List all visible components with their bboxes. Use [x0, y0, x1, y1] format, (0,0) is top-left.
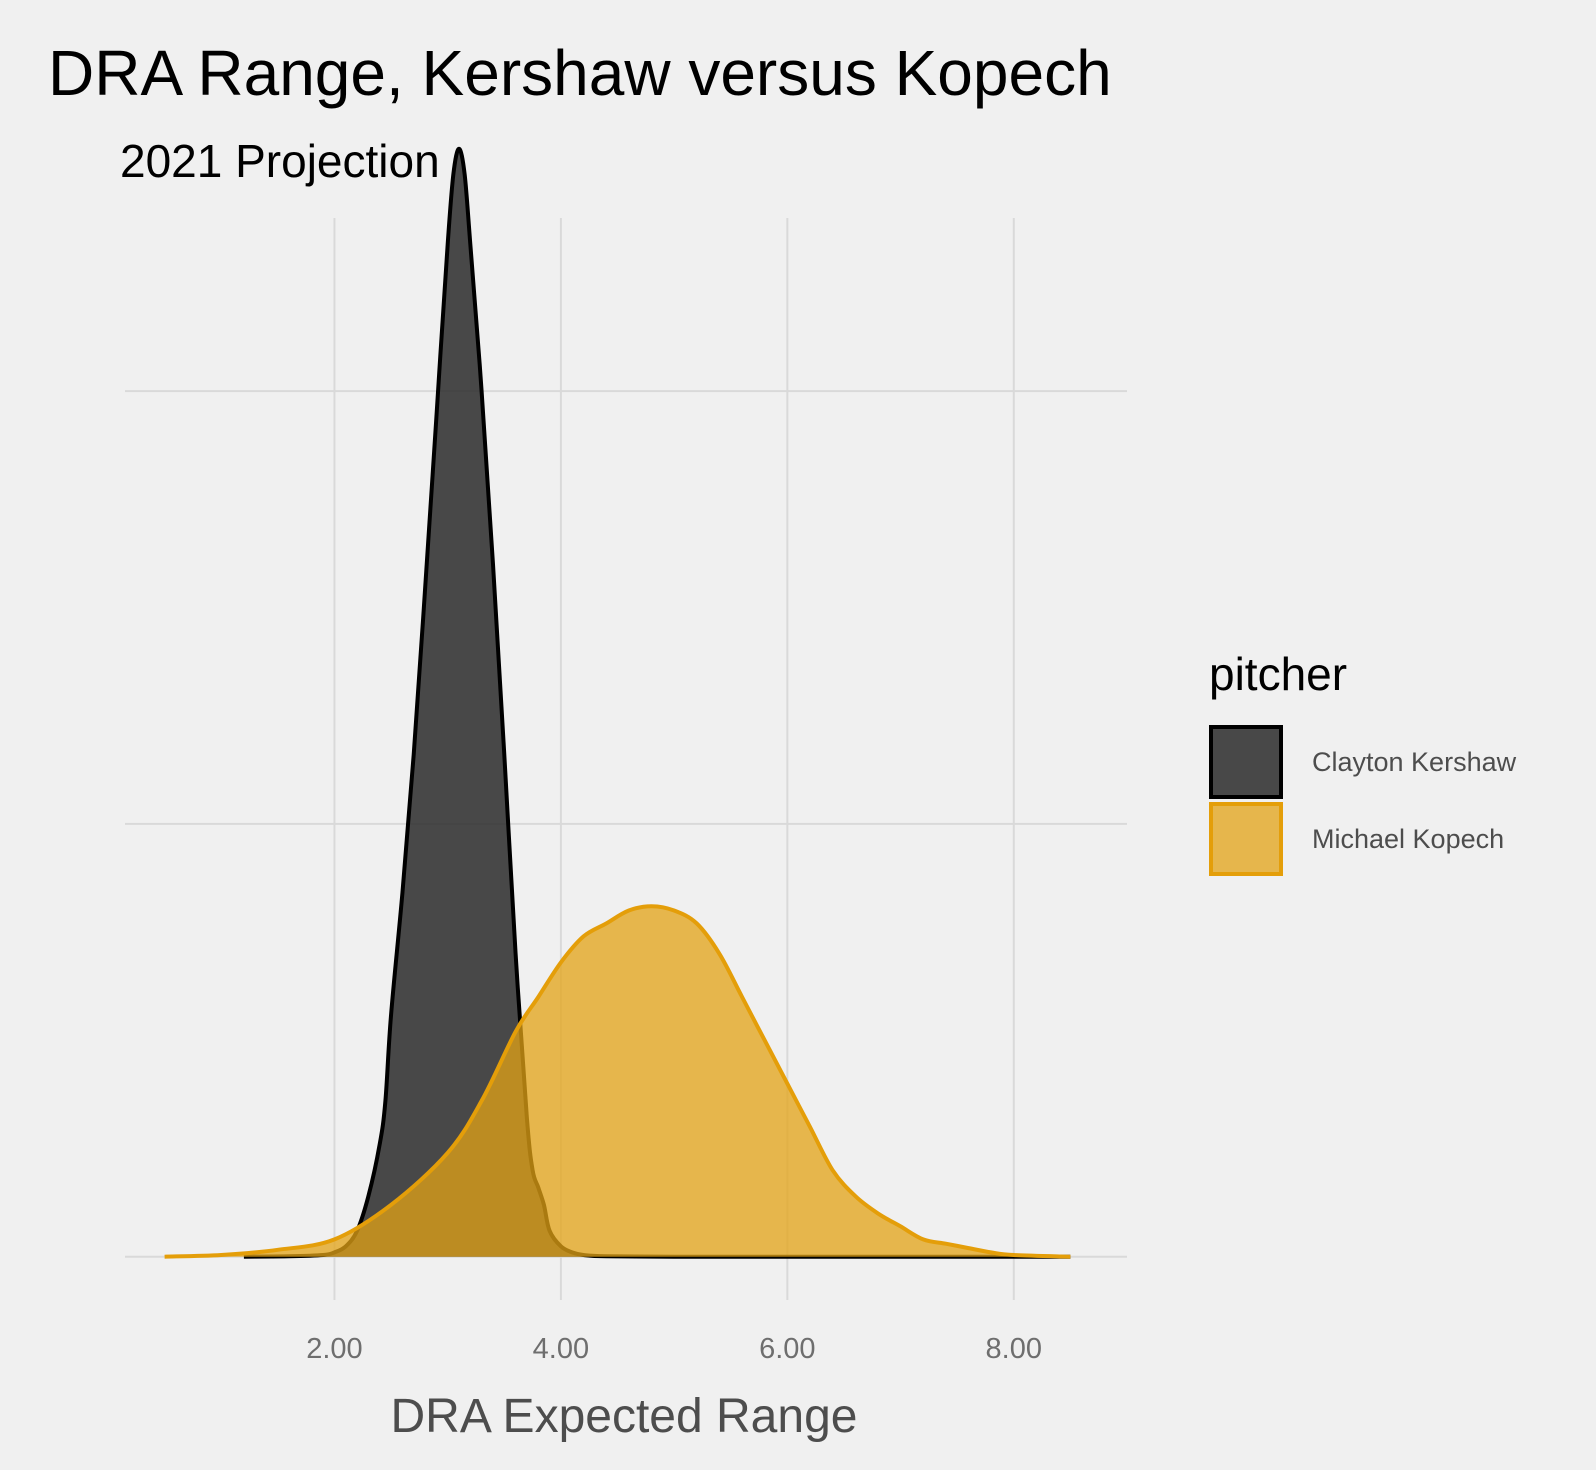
- legend-title: pitcher: [1209, 648, 1347, 700]
- density-series: [164, 146, 1071, 1259]
- x-axis-title: DRA Expected Range: [391, 1390, 858, 1443]
- legend-items: Clayton Kershaw Michael Kopech: [1209, 725, 1517, 876]
- chart-title: DRA Range, Kershaw versus Kopech: [48, 37, 1112, 109]
- x-tick-label: 8.00: [986, 1333, 1042, 1365]
- density-area-michael-kopech: [164, 906, 1071, 1257]
- plot-panel: [125, 146, 1127, 1300]
- x-tick-label: 2.00: [306, 1333, 362, 1365]
- legend-label-1: Michael Kopech: [1312, 824, 1504, 854]
- x-axis-tick-labels: 2.00 4.00 6.00 8.00: [306, 1333, 1042, 1365]
- legend-label-0: Clayton Kershaw: [1312, 747, 1517, 777]
- x-tick-label: 4.00: [533, 1333, 589, 1365]
- legend-swatch-0: [1209, 725, 1283, 799]
- legend-swatch-1: [1209, 802, 1283, 876]
- legend: pitcher Clayton Kershaw Michael Kopech: [1209, 648, 1517, 876]
- x-tick-label: 6.00: [759, 1333, 815, 1365]
- density-area-clayton-kershaw: [243, 148, 1071, 1257]
- chart-subtitle: 2021 Projection: [120, 135, 440, 187]
- density-line-michael-kopech: [164, 904, 1071, 1259]
